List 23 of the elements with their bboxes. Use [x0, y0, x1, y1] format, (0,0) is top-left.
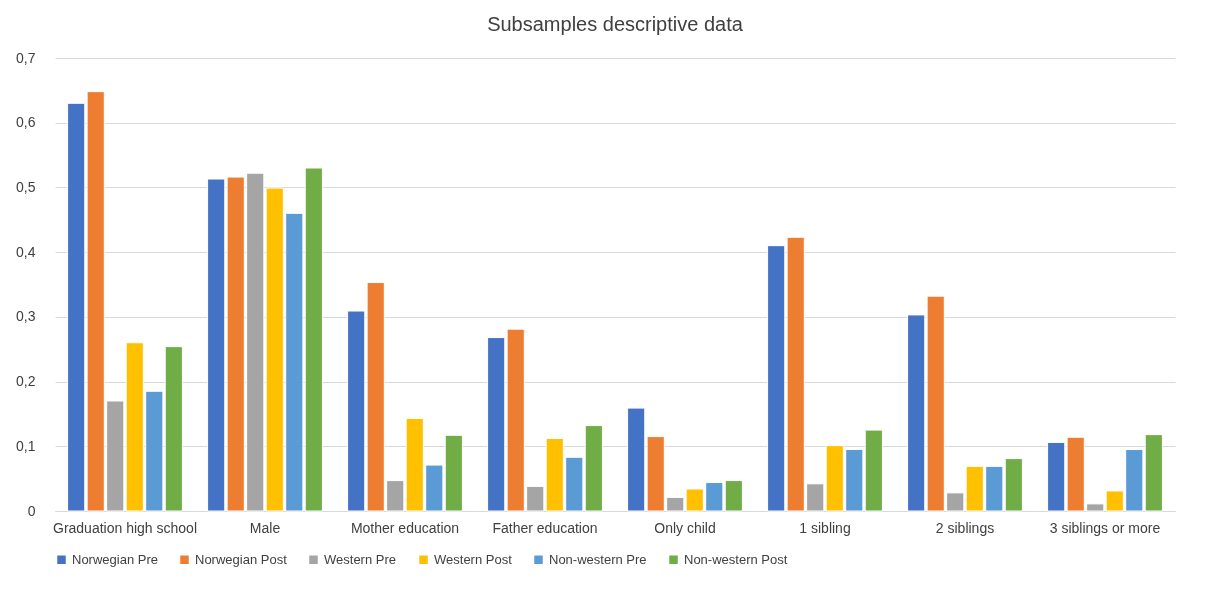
chart-title: Subsamples descriptive data: [487, 13, 744, 35]
y-tick-label: 0,7: [16, 49, 36, 66]
x-tick-label: 1 sibling: [799, 519, 851, 536]
y-tick-label: 0,4: [16, 243, 36, 260]
y-tick-label: 0,2: [16, 373, 36, 390]
x-tick-label: Only child: [654, 519, 716, 536]
legend-label: Norwegian Pre: [72, 551, 158, 567]
y-tick-label: 0,6: [16, 114, 36, 131]
legend-label: Western Post: [434, 551, 513, 567]
legend-label: Western Pre: [324, 551, 397, 567]
y-tick-label: 0,1: [16, 437, 36, 454]
legend-label: Norwegian Post: [195, 551, 288, 567]
y-tick-label: 0,5: [16, 178, 36, 195]
x-tick-label: Male: [249, 519, 281, 536]
y-tick-label: 0,3: [16, 308, 36, 325]
legend-label: Non-western Post: [684, 551, 788, 567]
x-tick-label: 3 siblings or more: [1049, 519, 1161, 536]
legend-label: Non-western Pre: [549, 551, 647, 567]
y-tick-label: 0: [27, 502, 36, 519]
x-tick-label: Graduation high school: [53, 519, 197, 536]
x-tick-label: Mother education: [350, 519, 460, 536]
x-tick-label: Father education: [492, 519, 598, 536]
x-tick-label: 2 siblings: [935, 519, 995, 536]
